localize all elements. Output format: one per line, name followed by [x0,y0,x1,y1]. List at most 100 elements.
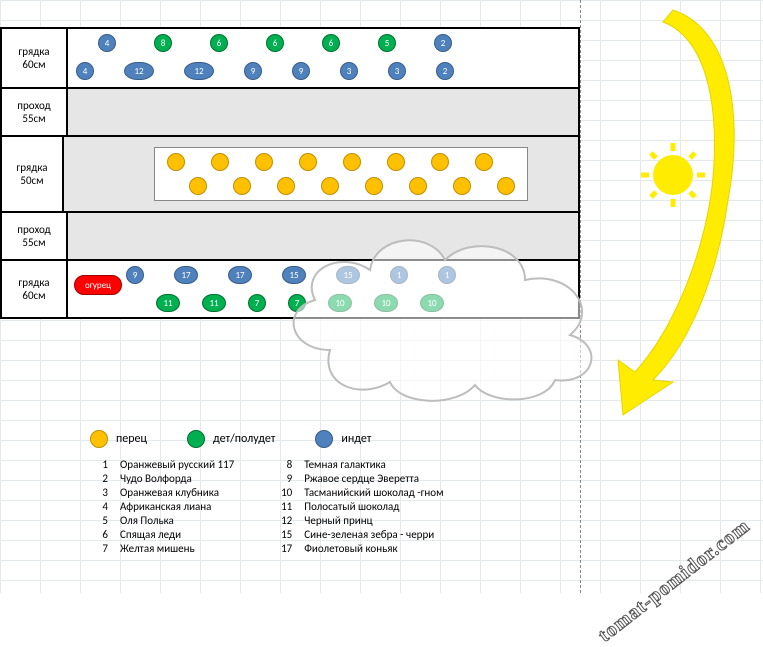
pepper-marker [321,177,339,195]
variety-num: 2 [90,472,108,485]
pepper-marker [387,153,405,171]
plant-marker: 12 [124,62,154,80]
variety-name: Тасманийский шоколад -гном [304,486,443,499]
variety-row: 8Темная галактика [274,458,443,471]
row-label: грядка60см [0,29,68,87]
row-content [68,213,580,259]
plant-marker: 17 [174,266,198,284]
sun-arrow-icon [563,0,743,420]
pepper-line [161,150,521,174]
pepper-marker [277,177,295,195]
pepper-marker [255,153,273,171]
plant-marker: 10 [328,294,352,312]
variety-num: 3 [90,486,108,499]
plant-marker: 6 [322,34,340,52]
pepper-marker [453,177,471,195]
variety-row: 6 Спящая леди [90,528,234,541]
plant-marker: 15 [336,266,360,284]
variety-name: Фиолетовый коньяк [304,542,397,555]
legend-swatch [90,430,108,448]
cucumber-marker: огурец [74,275,122,295]
legend-item: дет/полудет [187,430,275,448]
plant-marker: 9 [126,266,144,284]
variety-name: Полосатый шоколад [304,500,399,513]
variety-num: 10 [274,486,292,499]
plant-marker: 9 [244,62,262,80]
legend-label: индет [341,432,371,446]
plant-marker: 11 [156,294,180,312]
variety-row: 2Чудо Волфорда [90,472,234,485]
variety-row: 5 Оля Полька [90,514,234,527]
variety-name: Ржавое сердце Эверетта [304,472,419,485]
plant-marker: 12 [184,62,214,80]
variety-num: 6 [90,528,108,541]
plant-marker: 6 [266,34,284,52]
legend-label: перец [116,432,147,446]
variety-row: 12 Черный принц [274,514,443,527]
plan-row-aisle1: проход55см [0,87,580,135]
plant-marker: 10 [374,294,398,312]
pepper-marker [189,177,207,195]
variety-row: 11 Полосатый шоколад [274,500,443,513]
plan-row-bed3: грядка60смогурец91717151511111177101010 [0,259,580,319]
variety-name: Черный принц [304,514,372,527]
pepper-marker [233,177,251,195]
pepper-marker [343,153,361,171]
pepper-marker [409,177,427,195]
marker-line: 111177101010 [68,289,578,317]
plant-marker: 3 [340,62,358,80]
pepper-marker [365,177,383,195]
plant-marker: 17 [228,266,252,284]
variety-row: 17 Фиолетовый коньяк [274,542,443,555]
plant-marker: 2 [436,62,454,80]
row-content: 48666524121299332 [68,29,580,87]
row-label: грядка60см [0,261,68,317]
legend-item: перец [90,430,147,448]
pepper-marker [299,153,317,171]
variety-name: Оля Полька [120,514,174,527]
variety-row: 7 Желтая мишень [90,542,234,555]
pepper-marker [497,177,515,195]
plant-marker: 7 [248,294,266,312]
legend-label: дет/полудет [213,432,275,446]
plant-marker: 11 [202,294,226,312]
plant-marker: 8 [154,34,172,52]
pepper-marker [431,153,449,171]
plant-marker: 4 [76,62,94,80]
row-content: огурец91717151511111177101010 [68,261,580,317]
variety-name: Оранжевый русский 117 [120,458,234,471]
variety-name: Спящая леди [120,528,181,541]
plant-marker: 10 [420,294,444,312]
variety-name: Африканская лиана [120,500,211,513]
variety-num: 7 [90,542,108,555]
variety-col-left: 1Оранжевый русский 1172Чудо Волфорда3Ора… [90,458,234,555]
plan-row-bed1: грядка60см48666524121299332 [0,27,580,87]
legend: перец дет/полудет индет [90,430,371,448]
variety-num: 5 [90,514,108,527]
variety-row: 15Сине-зеленая зебра - черри [274,528,443,541]
variety-row: 3Оранжевая клубника [90,486,234,499]
row-label: проход55см [0,213,68,259]
variety-col-right: 8Темная галактика9Ржавое сердце Эверетта… [274,458,443,555]
plant-marker: 1 [390,266,408,284]
row-content [68,89,580,135]
variety-num: 4 [90,500,108,513]
pepper-marker [211,153,229,171]
variety-num: 12 [274,514,292,527]
variety-list: 1Оранжевый русский 1172Чудо Волфорда3Ора… [90,458,444,555]
variety-num: 11 [274,500,292,513]
variety-num: 8 [274,458,292,471]
marker-line: 4121299332 [68,57,578,85]
pepper-line [161,174,521,198]
variety-name: Желтая мишень [120,542,195,555]
plant-marker: 4 [98,34,116,52]
legend-swatch [187,430,205,448]
legend-item: индет [315,430,371,448]
legend-swatch [315,430,333,448]
variety-row: 10 Тасманийский шоколад -гном [274,486,443,499]
variety-row: 9Ржавое сердце Эверетта [274,472,443,485]
garden-plan: грядка60см48666524121299332проход55смгря… [0,27,580,319]
pepper-box [154,147,528,201]
plant-marker: 9 [292,62,310,80]
variety-num: 17 [274,542,292,555]
